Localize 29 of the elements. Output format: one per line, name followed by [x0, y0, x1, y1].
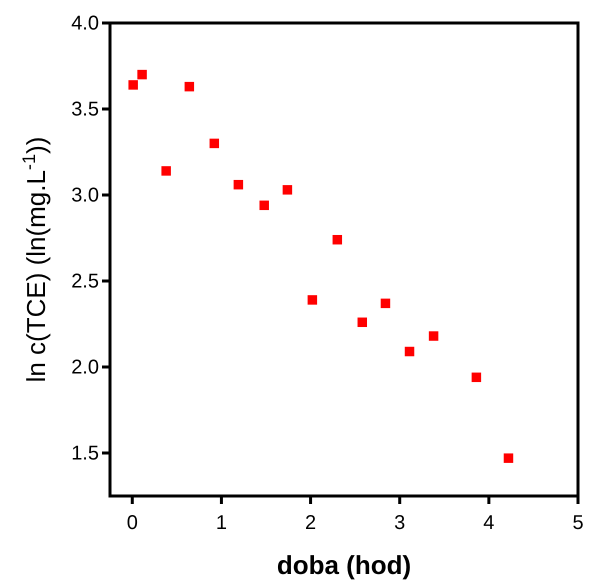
y-tick-label: 3.0: [71, 184, 99, 206]
x-axis-title: doba (hod): [276, 550, 412, 580]
y-tick-label: 2.5: [71, 270, 99, 292]
point: [308, 295, 318, 305]
y-tick-label: 3.5: [71, 98, 99, 120]
x-tick-label: 3: [394, 512, 406, 534]
point: [128, 80, 138, 90]
x-tick-label: 0: [126, 512, 138, 534]
x-tick-label: 2: [305, 512, 316, 534]
x-tick-label: 5: [572, 512, 584, 534]
point: [161, 166, 171, 176]
point: [358, 318, 368, 328]
point: [404, 346, 414, 356]
point: [472, 372, 482, 382]
y-tick-label: 2.0: [71, 356, 99, 378]
point: [210, 138, 220, 148]
point: [428, 331, 438, 341]
point: [504, 453, 514, 463]
point: [380, 298, 390, 308]
point: [234, 180, 244, 190]
point: [184, 82, 194, 92]
y-tick-label: 1.5: [71, 442, 99, 464]
x-tick-label: 4: [483, 512, 494, 534]
point: [137, 70, 147, 80]
point: [259, 200, 269, 210]
y-tick-label: 4.0: [71, 12, 99, 34]
point: [332, 234, 342, 244]
x-tick-label: 1: [216, 512, 227, 534]
point: [282, 185, 292, 195]
